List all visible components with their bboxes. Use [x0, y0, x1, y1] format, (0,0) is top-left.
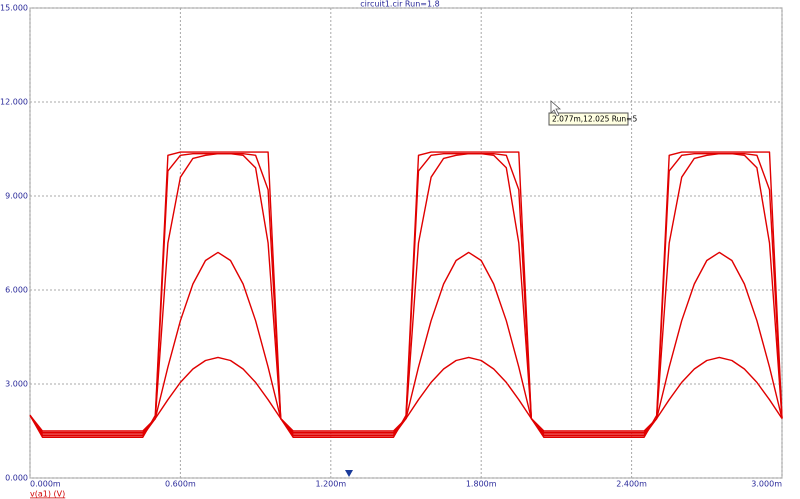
- tooltip-box: [548, 112, 629, 126]
- series-line: [29, 356, 783, 432]
- y-tick-label: 0.000: [5, 474, 28, 483]
- tooltip-text: 2.077m,12.025 Run=5: [552, 115, 637, 124]
- x-tick-label: 3.000m: [751, 480, 782, 489]
- y-axis-label[interactable]: v(a1) (V): [30, 490, 65, 499]
- time-marker[interactable]: [345, 470, 353, 477]
- chart-title: circuit1.cir Run=1.8: [360, 0, 439, 9]
- y-tick-label: 3.000: [5, 380, 28, 389]
- tooltip: 2.077m,12.025 Run=5: [548, 112, 637, 126]
- y-tick-label: 6.000: [5, 286, 28, 295]
- x-tick-label: 1.800m: [466, 480, 497, 489]
- cursor-icon: [550, 100, 562, 117]
- x-tick-label: 1.200m: [315, 480, 346, 489]
- x-tick-label: 0.600m: [165, 480, 196, 489]
- x-tick-label: 0.000m: [30, 480, 61, 489]
- y-tick-label: 12.000: [0, 98, 28, 107]
- y-tick-label: 15.000: [0, 4, 28, 13]
- x-tick-label: 2.400m: [616, 480, 647, 489]
- y-tick-label: 9.000: [5, 192, 28, 201]
- plot-area: [29, 7, 783, 479]
